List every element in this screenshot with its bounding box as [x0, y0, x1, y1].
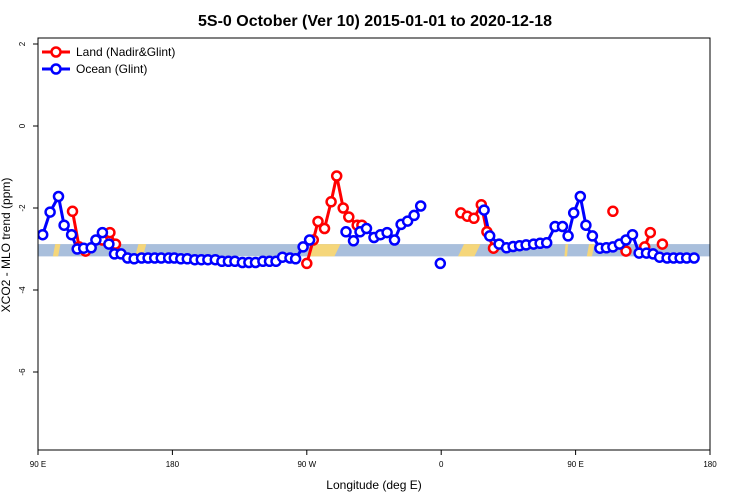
- data-point-ocean: [103, 238, 115, 250]
- series-layer: [38, 170, 700, 270]
- data-point-ocean: [408, 209, 420, 222]
- y-tick-label: 0: [18, 123, 27, 128]
- data-point-land: [318, 222, 331, 235]
- data-point-ocean: [580, 219, 592, 231]
- band-land-segment: [564, 244, 569, 257]
- band-land-segment: [586, 244, 595, 257]
- x-axis-label: Longitude (deg E): [326, 478, 421, 492]
- data-point-ocean: [360, 222, 373, 235]
- band-land-segment: [308, 244, 341, 257]
- data-point-land: [301, 257, 313, 270]
- x-tick-label: 90 E: [567, 460, 583, 469]
- plot-frame: [37, 37, 711, 451]
- data-point-ocean: [44, 206, 56, 218]
- x-tick-label: 90 W: [297, 460, 316, 469]
- data-point-ocean: [381, 226, 393, 239]
- data-point-ocean: [562, 230, 574, 242]
- data-point-ocean: [688, 252, 700, 264]
- chart-title: 5S-0 October (Ver 10) 2015-01-01 to 2020…: [198, 13, 552, 30]
- y-tick-label: 2: [18, 41, 27, 46]
- data-point-ocean: [414, 200, 427, 212]
- data-point-ocean: [540, 237, 553, 249]
- data-point-ocean: [90, 234, 102, 246]
- data-point-ocean: [478, 204, 490, 216]
- data-point-ocean: [434, 257, 447, 270]
- data-point-land: [620, 245, 632, 257]
- data-point-ocean: [567, 207, 580, 219]
- data-point-ocean: [347, 235, 360, 247]
- data-point-land: [644, 226, 657, 239]
- x-tick-label: 180: [703, 460, 717, 469]
- data-point-ocean: [58, 219, 70, 231]
- y-axis-label: XCO2 - MLO trend (ppm): [0, 178, 13, 313]
- data-point-ocean: [289, 253, 302, 265]
- data-point-ocean: [52, 190, 65, 203]
- data-point-land: [66, 205, 79, 218]
- data-point-ocean: [586, 230, 599, 242]
- y-tick-label: -2: [18, 204, 27, 212]
- data-point-ocean: [297, 241, 309, 253]
- data-point-land: [337, 202, 349, 214]
- legend-label-land: Land (Nadir&Glint): [76, 45, 175, 59]
- x-axis: 90 E 180 90 W 0 90 E 180: [30, 450, 717, 469]
- data-point-ocean: [96, 226, 109, 239]
- legend-label-ocean: Ocean (Glint): [76, 62, 147, 76]
- data-point-land: [656, 238, 669, 250]
- data-point-land: [325, 196, 337, 208]
- y-tick-label: -4: [18, 286, 27, 294]
- x-tick-label: 180: [166, 460, 180, 469]
- legend-item-land: Land (Nadir&Glint): [42, 45, 175, 59]
- data-point-ocean: [574, 190, 587, 203]
- data-point-land: [343, 211, 355, 223]
- data-point-ocean: [483, 230, 496, 242]
- x-tick-label: 0: [439, 460, 444, 469]
- data-point-ocean: [38, 228, 49, 241]
- legend-item-ocean: Ocean (Glint): [42, 62, 147, 76]
- legend: Land (Nadir&Glint) Ocean (Glint): [42, 45, 175, 76]
- band-land-segment: [458, 244, 481, 257]
- legend-marker-ocean: [50, 63, 62, 75]
- legend-marker-land: [50, 46, 62, 58]
- data-point-ocean: [65, 228, 78, 241]
- data-point-land: [468, 212, 480, 225]
- y-tick-label: -6: [18, 368, 27, 376]
- data-point-ocean: [556, 220, 569, 233]
- data-point-ocean: [626, 228, 639, 241]
- data-point-ocean: [303, 234, 316, 246]
- data-point-land: [607, 205, 619, 218]
- data-point-ocean: [340, 226, 352, 238]
- data-point-land: [312, 215, 324, 228]
- data-point-land: [330, 170, 343, 182]
- data-point-ocean: [388, 234, 401, 246]
- series-line-land: [305, 174, 362, 264]
- y-axis: 2 0 -2 -4 -6: [18, 41, 38, 376]
- x-tick-label: 90 E: [30, 460, 46, 469]
- band-land-segment: [52, 244, 61, 257]
